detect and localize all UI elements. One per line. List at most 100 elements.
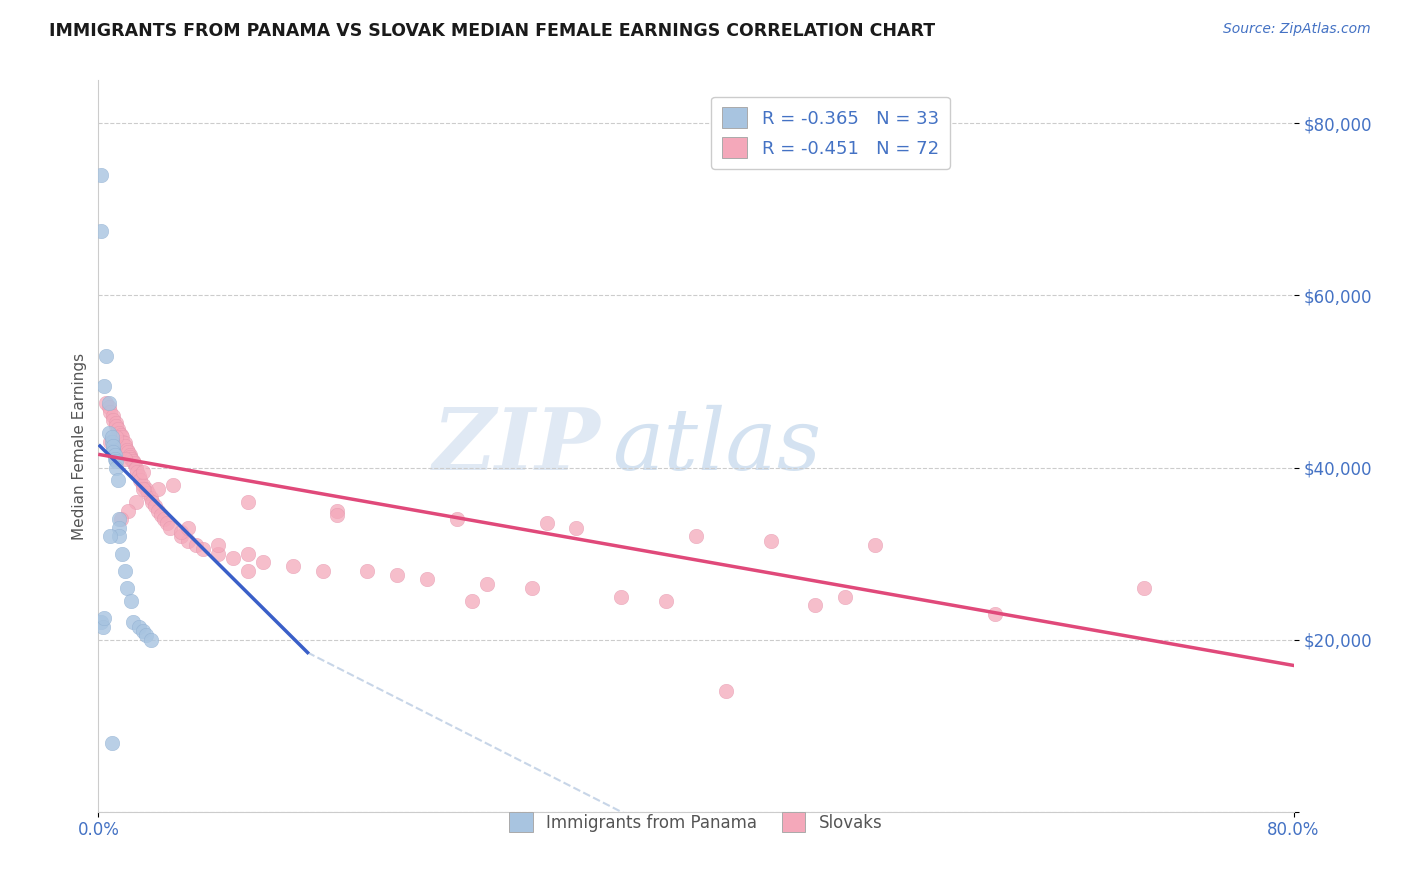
Point	[105, 430, 128, 444]
Point	[125, 460, 148, 475]
Point	[108, 426, 131, 441]
Point	[115, 581, 138, 595]
Point	[184, 538, 207, 552]
Text: Source: ZipAtlas.com: Source: ZipAtlas.com	[1223, 22, 1371, 37]
Point	[207, 538, 229, 552]
Point	[236, 547, 259, 561]
Point	[281, 559, 304, 574]
Point	[326, 508, 349, 522]
Point	[169, 524, 191, 539]
Text: atlas: atlas	[613, 405, 821, 487]
Text: ZIP: ZIP	[433, 404, 600, 488]
Y-axis label: Median Female Earnings: Median Female Earnings	[72, 352, 87, 540]
Point	[101, 430, 124, 444]
Point	[326, 503, 349, 517]
Point	[536, 516, 558, 531]
Point	[111, 430, 134, 444]
Point	[103, 443, 125, 458]
Point	[128, 620, 150, 634]
Point	[114, 436, 136, 450]
Point	[91, 620, 114, 634]
Point	[191, 542, 214, 557]
Point	[117, 445, 139, 459]
Point	[94, 349, 117, 363]
Point	[984, 607, 1007, 621]
Point	[125, 495, 148, 509]
Point	[94, 396, 117, 410]
Point	[105, 453, 128, 467]
Point	[107, 422, 129, 436]
Point	[655, 594, 678, 608]
Point	[565, 521, 588, 535]
Point	[97, 426, 120, 441]
Point	[177, 521, 200, 535]
Point	[104, 451, 127, 466]
Point	[461, 594, 484, 608]
Point	[132, 482, 155, 496]
Point	[114, 439, 136, 453]
Point	[446, 512, 468, 526]
Point	[98, 529, 122, 543]
Point	[236, 564, 259, 578]
Point	[136, 486, 159, 500]
Point	[103, 439, 125, 453]
Point	[101, 434, 124, 449]
Point	[177, 533, 200, 548]
Point	[139, 491, 162, 505]
Point	[685, 529, 707, 543]
Point	[143, 500, 166, 514]
Point	[169, 529, 191, 543]
Point	[834, 590, 856, 604]
Point	[90, 224, 112, 238]
Point	[121, 453, 143, 467]
Point	[148, 503, 170, 517]
Point	[416, 573, 439, 587]
Point	[105, 416, 128, 430]
Point	[135, 482, 157, 496]
Point	[150, 508, 173, 522]
Point	[475, 576, 498, 591]
Point	[118, 448, 141, 462]
Point	[162, 477, 184, 491]
Point	[236, 495, 259, 509]
Point	[90, 615, 112, 630]
Point	[108, 512, 131, 526]
Point	[148, 482, 170, 496]
Point	[311, 564, 333, 578]
Point	[97, 401, 120, 415]
Point	[156, 516, 179, 531]
Point	[103, 413, 125, 427]
Text: IMMIGRANTS FROM PANAMA VS SLOVAK MEDIAN FEMALE EARNINGS CORRELATION CHART: IMMIGRANTS FROM PANAMA VS SLOVAK MEDIAN …	[49, 22, 935, 40]
Point	[610, 590, 633, 604]
Point	[222, 550, 245, 565]
Point	[132, 477, 155, 491]
Point	[132, 624, 155, 638]
Point	[120, 451, 142, 466]
Point	[111, 547, 134, 561]
Point	[118, 450, 141, 465]
Point	[103, 445, 125, 459]
Point	[103, 409, 125, 423]
Point	[252, 555, 274, 569]
Point	[93, 378, 115, 392]
Point	[93, 611, 115, 625]
Point	[114, 451, 136, 466]
Point	[356, 564, 378, 578]
Point	[865, 538, 887, 552]
Point	[117, 503, 139, 517]
Point	[98, 404, 122, 418]
Point	[110, 427, 132, 442]
Point	[105, 419, 128, 434]
Point	[108, 529, 131, 543]
Point	[90, 168, 112, 182]
Point	[159, 521, 181, 535]
Point	[128, 469, 150, 483]
Point	[141, 495, 163, 509]
Point	[104, 448, 127, 462]
Point	[110, 512, 132, 526]
Point	[124, 456, 146, 470]
Point	[98, 434, 122, 449]
Point	[111, 434, 134, 449]
Point	[105, 460, 128, 475]
Point	[129, 474, 152, 488]
